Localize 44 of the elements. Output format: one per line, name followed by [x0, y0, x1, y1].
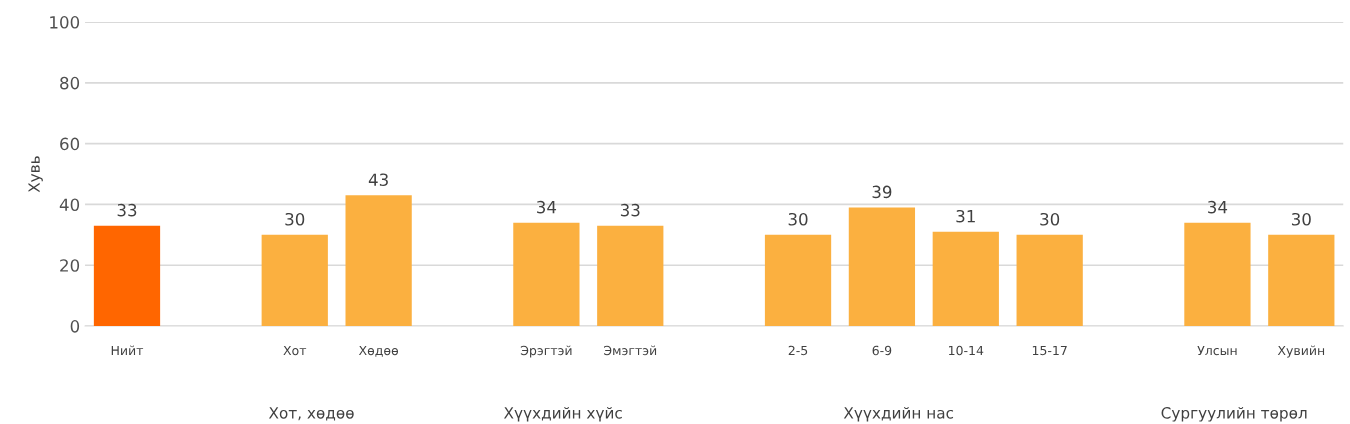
x-tick-label: 2-5: [788, 345, 808, 356]
y-tick-label: 40: [59, 198, 80, 212]
data-label: 30: [285, 212, 305, 226]
data-label: 34: [537, 200, 557, 214]
x-tick-label: Эмэгтэй: [604, 345, 657, 356]
x-tick-label: 10-14: [949, 345, 984, 356]
x-tick-label: Хөдөө: [358, 345, 399, 357]
y-tick-label: 60: [60, 137, 80, 151]
bar: [1184, 222, 1251, 327]
bar: [1016, 234, 1083, 327]
y-tick-label: 100: [50, 16, 80, 29]
x-tick-label: Эрэгтэй: [520, 345, 572, 358]
bar: [764, 234, 832, 327]
bar: [1268, 234, 1335, 327]
data-label: 39: [872, 185, 892, 199]
data-label: 33: [620, 203, 640, 217]
y-tick-label: 80: [60, 76, 80, 90]
x-tick-label: 6-9: [872, 345, 892, 356]
data-label: 43: [368, 173, 388, 187]
x-tick-label: Улсын: [1197, 345, 1237, 356]
bar: [597, 225, 664, 327]
bar: [848, 207, 916, 327]
bar: [261, 234, 328, 327]
text: Хүүхдийн нас: [843, 406, 954, 422]
data-label: 33: [117, 203, 137, 217]
text: Хүүхдийн хүйс: [503, 406, 622, 422]
data-label: 31: [956, 209, 975, 223]
bar: [93, 225, 161, 327]
data-label: 30: [788, 212, 808, 226]
x-tick-label: Хувийн: [1277, 345, 1325, 358]
x-tick-label: 15-17: [1032, 345, 1067, 356]
y-tick-label: 0: [70, 320, 80, 333]
text: Сургуулийн төрөл: [1161, 406, 1307, 422]
data-label: 30: [1291, 212, 1311, 226]
text: Хот, хөдөө: [268, 407, 354, 421]
bar: [932, 231, 999, 327]
data-label: 30: [1040, 212, 1060, 226]
bar: [345, 195, 412, 327]
y-tick-label: 20: [60, 259, 80, 272]
x-tick-label: Хот: [283, 345, 307, 356]
data-label: 34: [1208, 200, 1228, 214]
y-axis-title: Хувь: [28, 156, 43, 193]
x-tick-label: Нийт: [111, 345, 144, 355]
bar: [513, 222, 580, 327]
